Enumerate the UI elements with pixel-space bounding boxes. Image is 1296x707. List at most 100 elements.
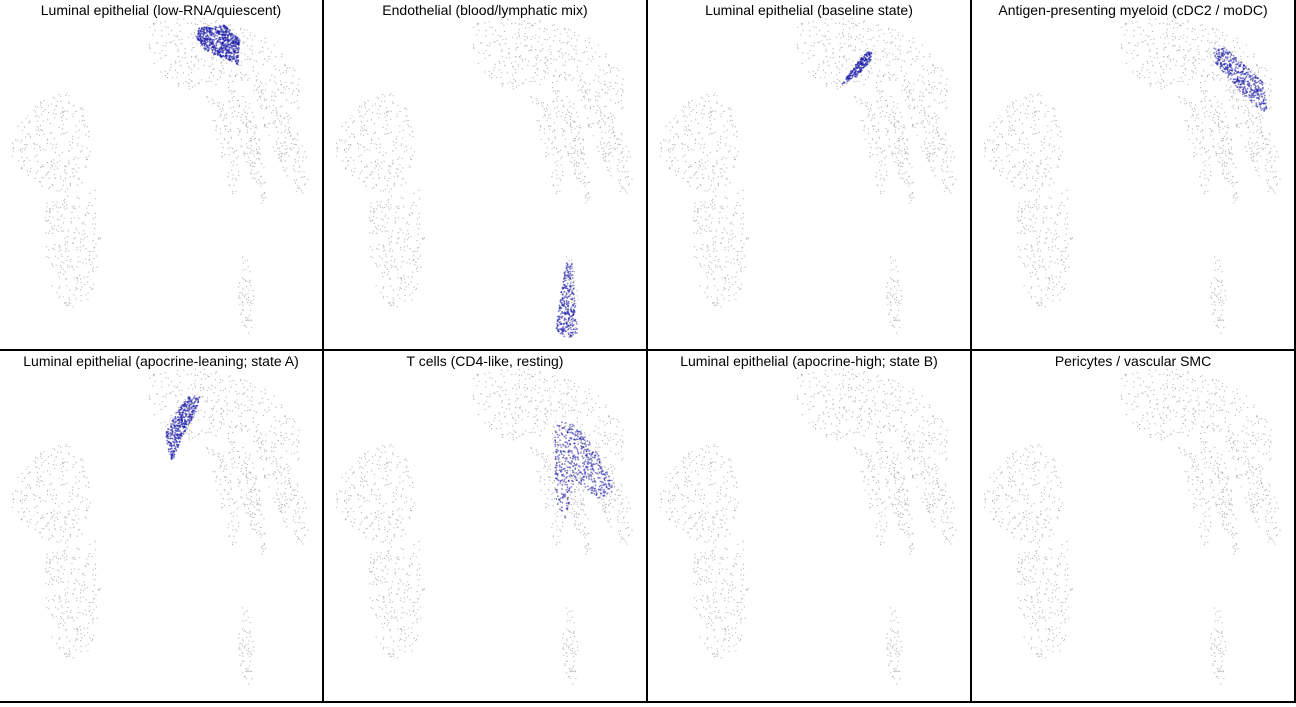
background-point: [571, 302, 573, 304]
background-point: [848, 58, 850, 60]
highlight-point: [224, 39, 227, 42]
background-point: [285, 129, 287, 131]
background-point: [388, 201, 390, 203]
background-point: [907, 106, 909, 108]
background-point: [695, 105, 697, 107]
background-point: [418, 198, 421, 200]
background-point: [579, 178, 581, 180]
background-point: [827, 30, 829, 33]
background-point: [921, 105, 923, 107]
background-point: [249, 147, 251, 149]
background-point: [385, 152, 387, 154]
background-point: [730, 221, 732, 224]
background-point: [243, 28, 245, 30]
background-point: [399, 277, 401, 279]
background-point: [409, 263, 411, 265]
background-point: [184, 52, 186, 55]
background-point: [54, 177, 56, 179]
background-point: [532, 25, 534, 27]
background-point: [88, 212, 90, 214]
background-point: [909, 183, 911, 185]
background-point: [555, 97, 557, 99]
background-point: [36, 154, 38, 156]
background-point: [547, 72, 549, 74]
background-point: [382, 219, 384, 221]
background-point: [169, 41, 171, 43]
background-point: [737, 192, 739, 194]
background-point: [864, 124, 866, 127]
background-point: [364, 113, 367, 115]
background-point: [610, 147, 612, 149]
background-point: [919, 74, 921, 76]
background-point: [207, 24, 209, 26]
background-point: [608, 131, 610, 133]
background-point: [245, 115, 247, 117]
background-point: [569, 74, 571, 76]
background-point: [616, 82, 618, 84]
background-point: [392, 163, 394, 165]
background-point: [614, 82, 616, 84]
background-point: [939, 102, 941, 104]
background-point: [557, 152, 559, 154]
highlight-point: [570, 310, 572, 313]
background-point: [220, 70, 222, 72]
background-point: [544, 70, 546, 72]
background-point: [256, 148, 258, 150]
background-point: [28, 133, 30, 135]
background-point: [72, 306, 74, 308]
background-point: [890, 41, 892, 43]
background-point: [950, 176, 952, 178]
background-point: [264, 125, 266, 127]
highlight-point: [567, 295, 570, 298]
background-point: [374, 160, 376, 162]
background-point: [265, 106, 268, 108]
background-point: [932, 153, 934, 155]
background-point: [239, 297, 241, 299]
background-point: [888, 145, 890, 147]
background-point: [944, 100, 946, 102]
background-point: [501, 85, 504, 87]
highlight-point: [207, 47, 210, 49]
background-point: [364, 166, 366, 169]
background-point: [573, 159, 575, 162]
background-point: [555, 59, 557, 61]
background-point: [592, 135, 594, 137]
background-point: [59, 245, 61, 248]
background-point: [66, 204, 68, 206]
background-point: [509, 52, 511, 54]
background-point: [604, 159, 606, 161]
background-point: [268, 58, 270, 60]
background-point: [620, 132, 622, 134]
background-point: [294, 170, 296, 172]
background-point: [264, 41, 266, 44]
background-point: [613, 147, 615, 149]
background-point: [910, 93, 912, 95]
highlight-point: [566, 269, 569, 272]
background-point: [938, 148, 940, 151]
background-point: [808, 71, 810, 73]
highlight-point: [569, 268, 571, 270]
background-point: [76, 229, 78, 231]
background-point: [247, 316, 249, 318]
background-point: [898, 171, 900, 173]
background-point: [812, 55, 814, 57]
background-point: [898, 120, 900, 122]
background-point: [862, 28, 865, 30]
background-point: [249, 34, 251, 36]
background-point: [881, 160, 883, 162]
background-point: [261, 202, 263, 204]
background-point: [406, 262, 408, 264]
background-point: [709, 119, 711, 122]
background-point: [259, 139, 261, 141]
background-point: [743, 255, 745, 257]
background-point: [684, 133, 686, 135]
background-point: [375, 165, 378, 167]
background-point: [946, 91, 948, 93]
background-point: [278, 69, 281, 72]
background-point: [394, 217, 396, 219]
background-point: [887, 303, 889, 305]
background-point: [390, 188, 393, 190]
background-point: [57, 231, 59, 233]
background-point: [222, 147, 224, 149]
background-point: [221, 110, 223, 113]
